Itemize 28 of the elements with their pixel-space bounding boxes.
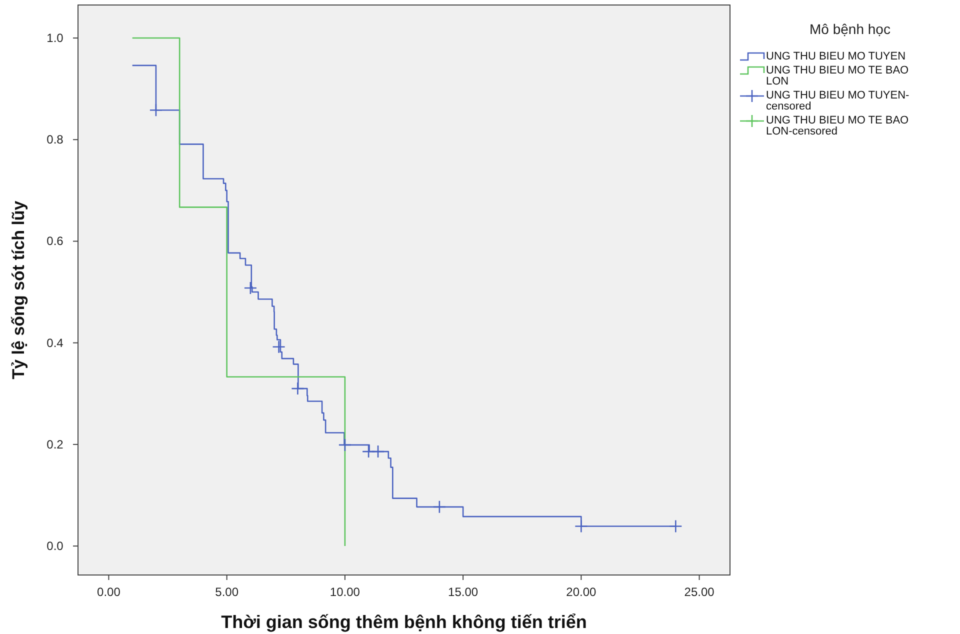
y-axis-title: Tỷ lệ sống sót tích lũy <box>9 200 28 380</box>
y-tick-label: 0.8 <box>46 132 64 147</box>
y-tick-label: 1.0 <box>46 31 64 46</box>
y-tick-label: 0.6 <box>46 234 64 248</box>
y-tick-label: 0.2 <box>46 437 64 452</box>
point <box>244 281 258 295</box>
x-tick-label: 25.00 <box>684 585 715 599</box>
point <box>291 382 304 396</box>
point <box>338 438 352 452</box>
legend-label: UNG THU BIEU MO TE BAO LON <box>766 64 910 88</box>
x-tick-label: 15.00 <box>448 585 478 599</box>
legend-title: Mô bệnh học <box>810 21 890 37</box>
x-tick-label: 5.00 <box>215 585 239 599</box>
x-tick-label: 20.00 <box>566 585 597 599</box>
x-tick-label: 0.00 <box>97 585 121 599</box>
y-tick-label: 0.4 <box>46 336 64 350</box>
legend-label: UNG THU BIEU MO TUYEN-censored <box>766 90 910 112</box>
legend-label: UNG THU BIEU MO TE BAO LON-censored <box>766 114 910 138</box>
point <box>371 444 385 458</box>
legend-label: UNG THU BIEU MO TUYEN <box>766 50 906 62</box>
point <box>432 500 446 514</box>
x-tick-label: 10.00 <box>330 585 360 599</box>
x-axis-title: Thời gian sống thêm bệnh không tiến triển <box>221 612 587 632</box>
point <box>574 520 588 533</box>
point <box>149 104 163 117</box>
y-tick-label: 0.0 <box>46 539 64 554</box>
point <box>272 340 286 354</box>
point <box>669 520 682 533</box>
